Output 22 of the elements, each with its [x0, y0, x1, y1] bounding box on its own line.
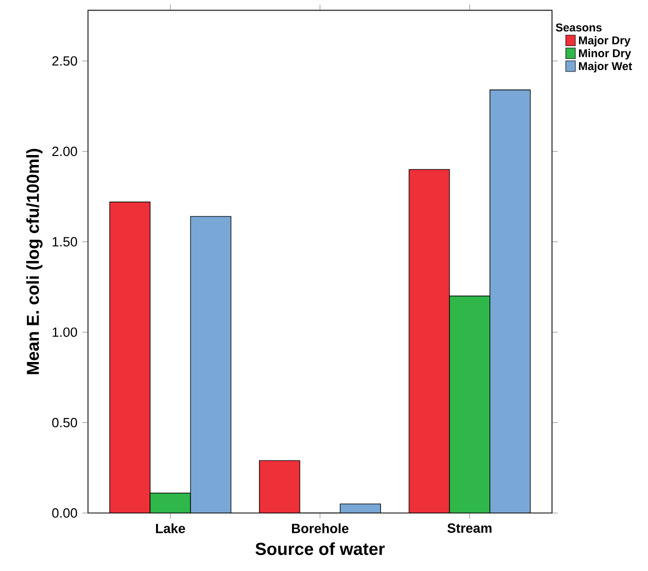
bar: [449, 296, 490, 513]
y-tick-label: 2.50: [52, 56, 78, 66]
y-tick-label: 1.50: [52, 237, 78, 246]
bar: [150, 493, 191, 513]
y-axis-title: Mean E. coli (log cfu/100ml): [26, 148, 43, 374]
bar: [190, 216, 231, 513]
legend-label: Major Wet: [578, 62, 632, 72]
x-tick-label: Borehole: [292, 523, 348, 534]
x-tick-label: Stream: [447, 523, 492, 533]
legend-label: Major Dry: [578, 36, 630, 47]
y-tick-label: 2.00: [52, 146, 78, 156]
bar: [490, 90, 531, 513]
bar: [408, 169, 450, 513]
bar: [110, 202, 150, 513]
x-axis-title: Source of water: [255, 542, 385, 556]
y-tick-label: 1.00: [52, 327, 78, 337]
x-tick-label: Lake: [156, 523, 186, 534]
bar: [259, 460, 300, 513]
y-tick-label: 0.00: [52, 508, 78, 518]
y-tick-label: 0.50: [52, 418, 78, 428]
legend-title: Seasons: [556, 23, 602, 32]
legend-label: Minor Dry: [578, 48, 632, 60]
